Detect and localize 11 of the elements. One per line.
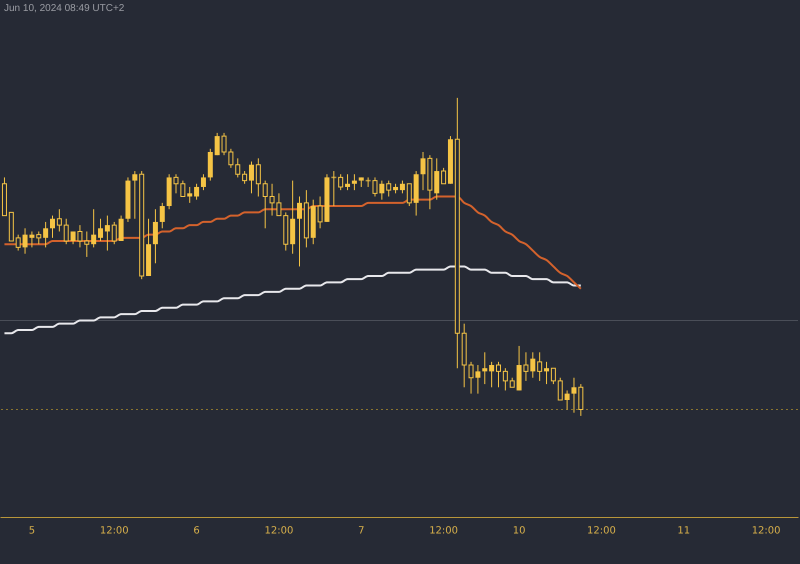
text: Jun 10, 2024 08:49 UTC+2 <box>4 3 124 14</box>
x-tick-label: 12:00 <box>587 526 616 536</box>
x-tick-label: 5 <box>28 526 36 536</box>
x-tick-label: 12:00 <box>752 526 781 536</box>
x-tick-label: 12:00 <box>264 526 294 536</box>
x-tick-label: 7 <box>358 526 364 536</box>
x-tick-label: 6 <box>193 526 200 536</box>
x-tick-label: 12:00 <box>100 526 129 536</box>
x-tick-label: 12:00 <box>429 526 458 536</box>
x-tick-label: 10 <box>512 526 526 536</box>
x-tick-label: 11 <box>677 526 690 536</box>
